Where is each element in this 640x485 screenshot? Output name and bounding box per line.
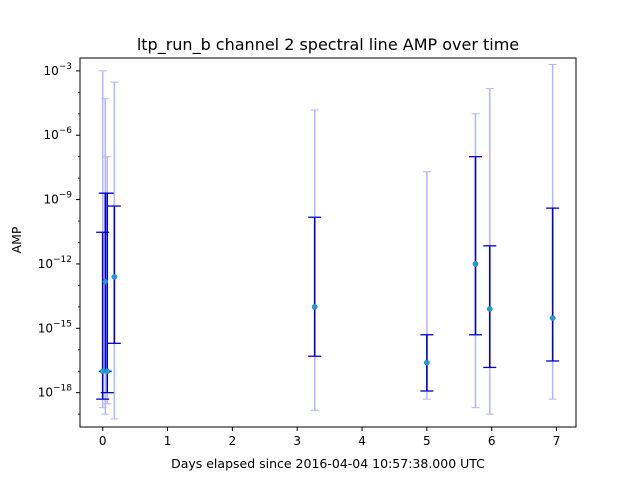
x-tick-label-2: 2 <box>229 434 237 448</box>
data-point-8 <box>549 315 556 321</box>
y-tick-label-2: 10−12 <box>38 255 72 271</box>
data-point-3 <box>111 274 118 280</box>
x-tick-label-7: 7 <box>553 434 561 448</box>
y-tick-label-3: 10−9 <box>43 191 72 207</box>
data-point-2 <box>104 368 111 375</box>
chart-title: ltp_run_b channel 2 spectral line AMP ov… <box>137 35 519 55</box>
y-tick-label-1: 10−15 <box>38 319 72 335</box>
data-point-6 <box>472 261 479 267</box>
x-tick-label-0: 0 <box>99 434 107 448</box>
data-point-1 <box>102 278 109 285</box>
y-tick-label-4: 10−6 <box>43 126 72 142</box>
plot-layer <box>96 63 560 420</box>
data-point-5 <box>424 359 430 366</box>
y-tick-label-5: 10−3 <box>43 62 72 78</box>
x-tick-label-6: 6 <box>488 434 496 448</box>
data-point-7 <box>486 306 493 312</box>
data-point-4 <box>311 304 318 310</box>
x-axis-label: Days elapsed since 2016-04-04 10:57:38.0… <box>171 456 485 471</box>
x-tick-label-1: 1 <box>164 434 172 448</box>
x-tick-label-5: 5 <box>423 434 431 448</box>
y-tick-label-0: 10−18 <box>38 384 73 400</box>
y-axis-label: AMP <box>9 226 24 253</box>
x-tick-label-3: 3 <box>293 434 301 448</box>
x-tick-label-4: 4 <box>358 434 366 448</box>
axes-layer: 0 1 2 3 4 5 6 7 10−18 10−15 10−12 10−9 10−6 10−3 <box>38 57 577 448</box>
